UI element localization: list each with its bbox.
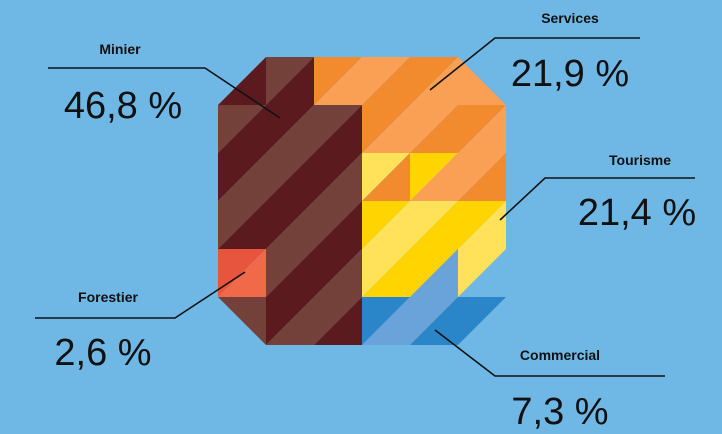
leader-line-forestier (35, 271, 246, 319)
category-label-tourisme: Tourisme (609, 152, 671, 168)
mosaic-tile-commercial (410, 297, 458, 345)
mosaic-tile-tourisme (362, 249, 410, 297)
mosaic-tile-services (362, 57, 410, 105)
mosaic-tile-services (410, 153, 458, 201)
value-label-forestier: 2,6 % (54, 332, 151, 374)
mosaic-tile-minier (314, 105, 362, 153)
mosaic-tile-minier (266, 297, 314, 345)
mosaic-tile-minier (266, 105, 314, 153)
mosaic-tile-minier (218, 201, 266, 249)
mosaic-tile-services (410, 57, 458, 105)
mosaic-tile-tourisme (362, 201, 410, 249)
mosaic-tile-services (458, 57, 506, 105)
mosaic-tile-minier (218, 297, 266, 345)
mosaic-tile-tourisme (458, 201, 506, 249)
mosaic-tile-services (458, 105, 506, 153)
category-labels: Minier 46,8 % Services 21,9 % Tourisme 21,4 %… (54, 10, 696, 433)
mosaic-tile-tourisme (458, 249, 506, 297)
mosaic-tile-minier (218, 153, 266, 201)
mosaic-tile-minier (266, 57, 314, 105)
mosaic-tile-commercial (362, 297, 410, 345)
category-label-services: Services (541, 10, 599, 26)
value-label-commercial: 7,3 % (511, 391, 608, 433)
mosaic-tile-minier (266, 153, 314, 201)
leader-line-minier (48, 67, 281, 119)
mosaic-tile-tourisme (410, 201, 458, 249)
value-label-services: 21,9 % (511, 53, 629, 95)
mosaic-tile-services (458, 153, 506, 201)
mosaic-tile-minier (314, 201, 362, 249)
mosaic-tile-minier (314, 153, 362, 201)
mosaic-tile-forestier (218, 249, 266, 297)
mosaic-tile-minier (218, 105, 266, 153)
mosaic-tile-services (362, 105, 410, 153)
value-label-tourisme: 21,4 % (578, 192, 696, 234)
leader-line-commercial (434, 329, 665, 377)
octagon-mosaic (218, 57, 506, 345)
leader-line-tourisme (499, 177, 695, 221)
mosaic-tile-commercial (458, 297, 506, 345)
mosaic-tile-services (314, 57, 362, 105)
mosaic-tile-services (410, 105, 458, 153)
leader-lines (35, 37, 695, 377)
mosaic-tile-minier (218, 57, 266, 105)
mosaic-tile-minier (266, 249, 314, 297)
category-label-minier: Minier (99, 41, 141, 57)
mosaic-tile-services (362, 153, 410, 201)
category-label-forestier: Forestier (78, 289, 138, 305)
mosaic-tile-minier (314, 249, 362, 297)
category-label-commercial: Commercial (520, 347, 600, 363)
mosaic-tile-minier (314, 297, 362, 345)
mosaic-tile-commercial (410, 249, 458, 297)
leader-line-services (429, 37, 640, 91)
mosaic-tile-minier (266, 201, 314, 249)
value-label-minier: 46,8 % (64, 85, 182, 127)
